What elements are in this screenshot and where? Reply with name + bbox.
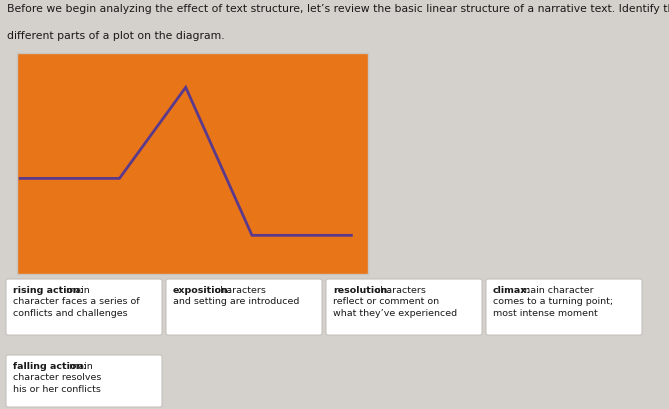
- Text: comes to a turning point;
most intense moment: comes to a turning point; most intense m…: [493, 297, 613, 318]
- Text: resolution:: resolution:: [333, 286, 391, 295]
- Text: character resolves
his or her conflicts: character resolves his or her conflicts: [13, 373, 102, 394]
- FancyBboxPatch shape: [326, 279, 482, 335]
- Text: characters: characters: [372, 286, 425, 295]
- FancyBboxPatch shape: [486, 279, 642, 335]
- FancyBboxPatch shape: [166, 279, 322, 335]
- FancyBboxPatch shape: [6, 355, 162, 407]
- Text: main character: main character: [518, 286, 593, 295]
- Text: exposition:: exposition:: [173, 286, 233, 295]
- FancyBboxPatch shape: [6, 279, 162, 335]
- Text: character faces a series of
conflicts and challenges: character faces a series of conflicts an…: [13, 297, 140, 318]
- Text: reflect or comment on
what they’ve experienced: reflect or comment on what they’ve exper…: [333, 297, 457, 318]
- Text: rising action:: rising action:: [13, 286, 84, 295]
- Text: main: main: [62, 286, 89, 295]
- Text: characters: characters: [212, 286, 266, 295]
- Text: different parts of a plot on the diagram.: different parts of a plot on the diagram…: [7, 31, 224, 41]
- Text: main: main: [66, 362, 93, 371]
- Text: Before we begin analyzing the effect of text structure, let’s review the basic l: Before we begin analyzing the effect of …: [7, 4, 669, 14]
- Text: climax:: climax:: [493, 286, 531, 295]
- Text: falling action:: falling action:: [13, 362, 87, 371]
- Text: and setting are introduced: and setting are introduced: [173, 297, 299, 306]
